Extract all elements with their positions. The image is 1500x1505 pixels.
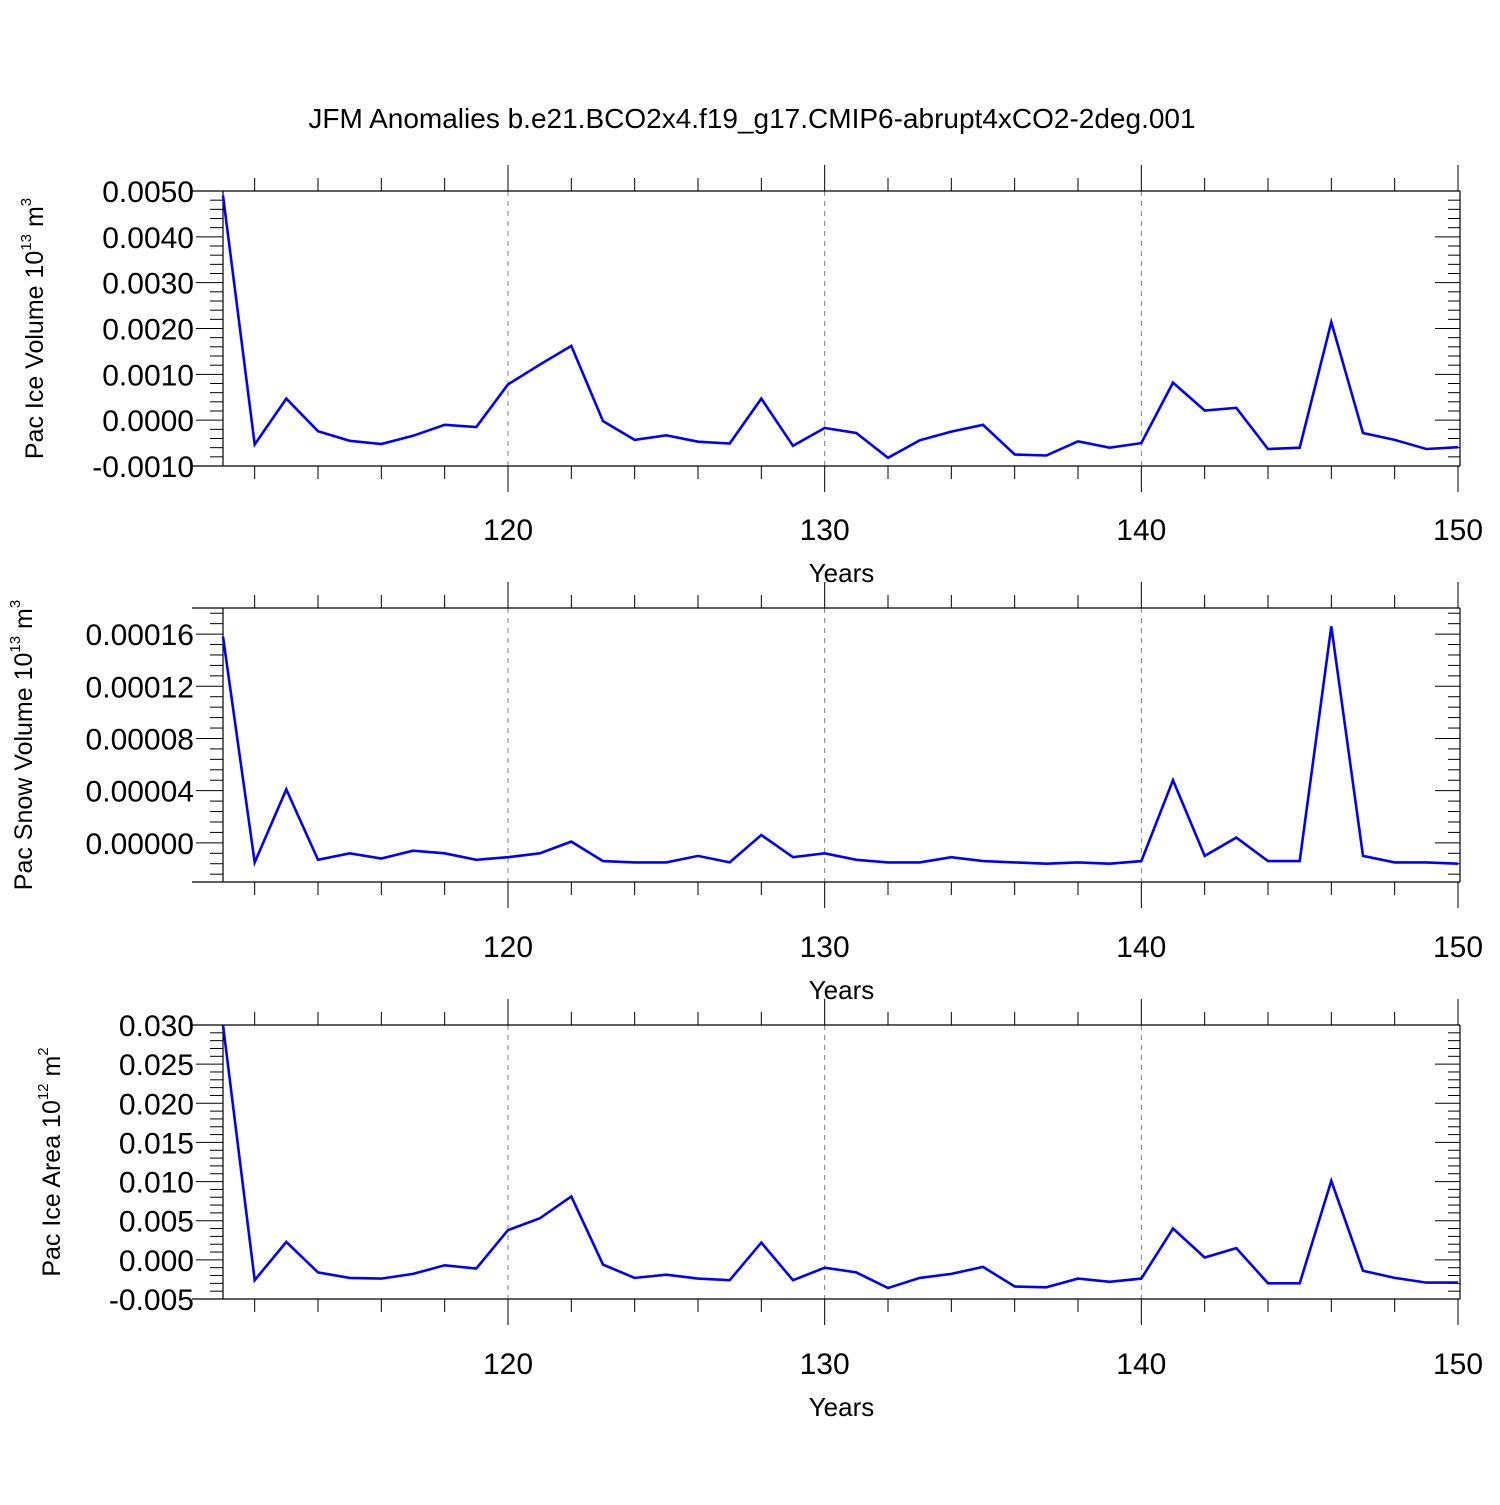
xtick-label-120: 120 <box>483 1348 533 1381</box>
ytick-label-1: 0.00004 <box>86 776 194 809</box>
xtick-label-150: 150 <box>1433 514 1483 547</box>
xtick-label-150: 150 <box>1433 1348 1483 1381</box>
ytick-label-2: 0.00008 <box>86 723 194 756</box>
xtick-label-120: 120 <box>483 931 533 964</box>
chart-title: JFM Anomalies b.e21.BCO2x4.f19_g17.CMIP6… <box>308 103 1195 134</box>
ytick-label-0: -0.0010 <box>92 451 194 484</box>
xtick-label-120: 120 <box>483 514 533 547</box>
x-axis-label: Years <box>809 975 875 1005</box>
ytick-label-6: 0.0050 <box>102 176 194 209</box>
ytick-label-0: -0.005 <box>109 1284 194 1317</box>
y-axis-label: Pac Ice Area 1012 m2 <box>35 1047 66 1276</box>
series-line <box>223 1025 1458 1288</box>
series-line <box>223 196 1458 458</box>
xtick-label-130: 130 <box>800 514 850 547</box>
ytick-label-2: 0.005 <box>119 1206 194 1239</box>
ytick-label-5: 0.0040 <box>102 222 194 255</box>
ytick-label-3: 0.00012 <box>86 671 194 704</box>
xtick-label-140: 140 <box>1116 931 1166 964</box>
ytick-label-4: 0.015 <box>119 1127 194 1160</box>
ytick-label-0: 0.00000 <box>86 828 194 861</box>
x-axis-label: Years <box>809 558 875 588</box>
ytick-label-3: 0.0020 <box>102 314 194 347</box>
y-axis-label: Pac Ice Volume 1013 m3 <box>18 198 49 459</box>
xtick-label-130: 130 <box>800 931 850 964</box>
ytick-label-5: 0.020 <box>119 1088 194 1121</box>
ytick-label-1: 0.0000 <box>102 405 194 438</box>
xtick-label-140: 140 <box>1116 1348 1166 1381</box>
ytick-label-3: 0.010 <box>119 1167 194 1200</box>
x-axis-label: Years <box>809 1392 875 1422</box>
panel-1: 120 130 140 150 -0.0010 0.0000 0.0010 0.0020 0.0… <box>18 165 1483 588</box>
ytick-label-4: 0.0030 <box>102 268 194 301</box>
series-line <box>223 626 1458 863</box>
panel-2: 120 130 140 150 0.00000 0.00004 0.00008 0.00012… <box>7 582 1483 1005</box>
ytick-label-6: 0.025 <box>119 1049 194 1082</box>
ytick-label-4: 0.00016 <box>86 619 194 652</box>
ytick-label-7: 0.030 <box>119 1010 194 1043</box>
y-axis-label: Pac Snow Volume 1013 m3 <box>7 600 38 890</box>
ytick-label-1: 0.000 <box>119 1245 194 1278</box>
xtick-label-130: 130 <box>800 1348 850 1381</box>
panel-3: 120 130 140 150 -0.005 0.000 0.005 0.010 0.015 0.… <box>35 999 1483 1422</box>
xtick-label-150: 150 <box>1433 931 1483 964</box>
ytick-label-2: 0.0010 <box>102 359 194 392</box>
xtick-label-140: 140 <box>1116 514 1166 547</box>
